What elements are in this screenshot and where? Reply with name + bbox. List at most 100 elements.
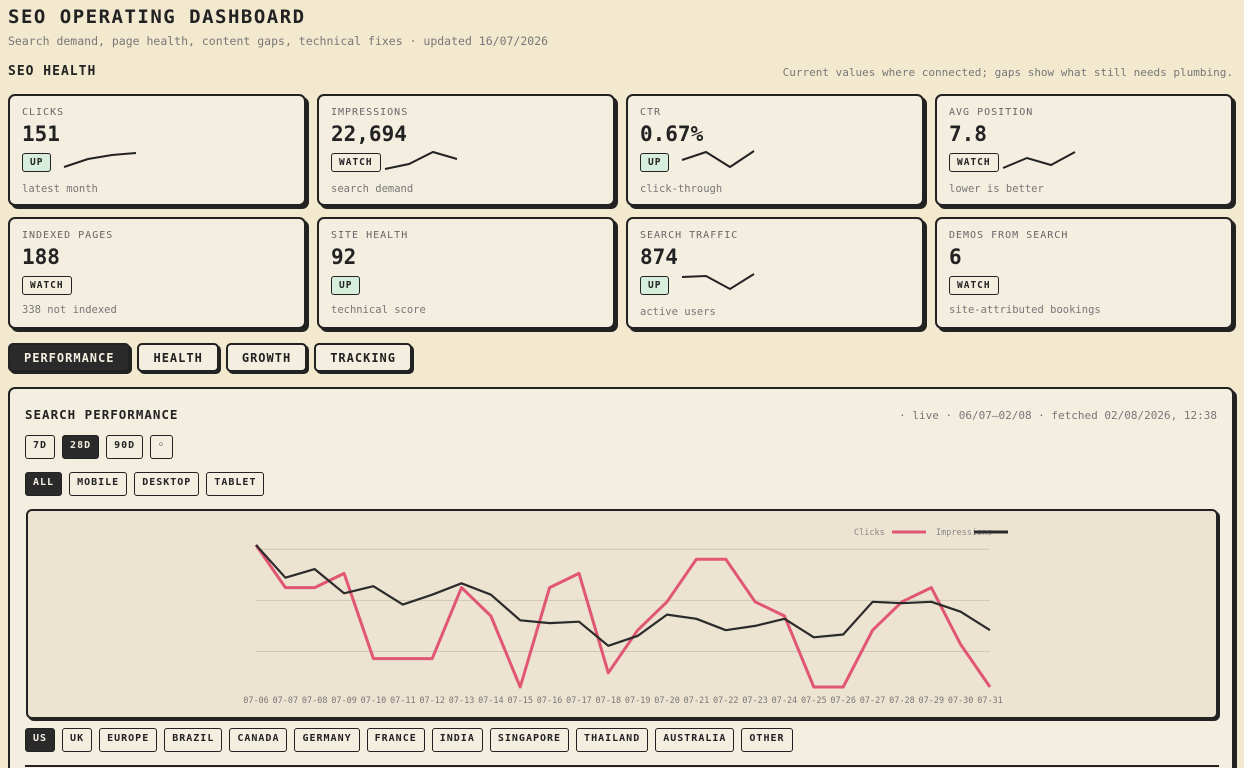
country-brazil-button[interactable]: BRAZIL bbox=[164, 728, 223, 752]
metric-value: 0.67% bbox=[640, 122, 704, 146]
country-australia-button[interactable]: AUSTRALIA bbox=[655, 728, 735, 752]
sparkline-line bbox=[384, 150, 458, 170]
country-us-button[interactable]: US bbox=[25, 728, 56, 752]
status-badge: WATCH bbox=[331, 153, 381, 172]
metric-label: CLICKS bbox=[22, 107, 65, 118]
country-other-button[interactable]: OTHER bbox=[741, 728, 793, 752]
sparkline-line bbox=[63, 152, 137, 168]
x-tick-label: 07-09 bbox=[331, 696, 357, 706]
x-tick-label: 07-24 bbox=[772, 696, 798, 706]
metric-caption: 338 not indexed bbox=[22, 304, 117, 316]
metric-card-clicks: CLICKS 151 UP latest month bbox=[8, 94, 306, 206]
tab-performance[interactable]: PERFORMANCE bbox=[8, 343, 131, 372]
page-title: SEO OPERATING DASHBOARD bbox=[8, 6, 306, 28]
country-europe-button[interactable]: EUROPE bbox=[99, 728, 158, 752]
metric-caption: lower is better bbox=[949, 183, 1044, 195]
metric-card-indexed-pages: INDEXED PAGES 188 WATCH 338 not indexed bbox=[8, 217, 306, 329]
status-badge: UP bbox=[331, 276, 361, 295]
metric-caption: search demand bbox=[331, 183, 414, 195]
search-performance-chart: 07-06 07-07 07-08 07-09 07-10 07-11 07-12 07-13… bbox=[26, 509, 1218, 719]
x-tick-label: 07-23 bbox=[742, 696, 768, 706]
legend-label: Clicks bbox=[854, 528, 885, 538]
series-line-clicks bbox=[254, 544, 992, 689]
range-filter: 7D 28D 90D ◦ bbox=[25, 435, 174, 459]
status-badge: UP bbox=[640, 276, 670, 295]
metric-label: CTR bbox=[640, 107, 662, 118]
sparkline-line bbox=[681, 150, 755, 169]
x-tick-label: 07-25 bbox=[801, 696, 827, 706]
x-tick-label: 07-10 bbox=[361, 696, 387, 706]
x-tick-label: 07-20 bbox=[654, 696, 680, 706]
metric-label: DEMOS FROM SEARCH bbox=[949, 230, 1069, 241]
line-chart-svg: 07-06 07-07 07-08 07-09 07-10 07-11 07-12 07-13… bbox=[243, 528, 1008, 706]
tab-health[interactable]: HEALTH bbox=[137, 343, 219, 372]
device-tablet-button[interactable]: TABLET bbox=[206, 472, 265, 496]
sparkline bbox=[681, 150, 755, 169]
range-custom-button[interactable]: ◦ bbox=[150, 435, 174, 459]
x-tick-label: 07-11 bbox=[390, 696, 416, 706]
metric-value: 7.8 bbox=[949, 122, 987, 146]
metric-label: AVG POSITION bbox=[949, 107, 1034, 118]
x-tick-label: 07-31 bbox=[977, 696, 1003, 706]
x-tick-label: 07-21 bbox=[684, 696, 710, 706]
range-90d-button[interactable]: 90D bbox=[106, 435, 144, 459]
device-mobile-button[interactable]: MOBILE bbox=[69, 472, 128, 496]
tab-tracking[interactable]: TRACKING bbox=[314, 343, 412, 372]
metric-caption: active users bbox=[640, 306, 716, 318]
metric-card-avg-position: AVG POSITION 7.8 WATCH lower is better bbox=[935, 94, 1233, 206]
device-filter: ALL MOBILE DESKTOP TABLET bbox=[25, 472, 265, 496]
metric-value: 188 bbox=[22, 245, 60, 269]
metric-value: 22,694 bbox=[331, 122, 407, 146]
x-tick-label: 07-26 bbox=[830, 696, 856, 706]
range-28d-button[interactable]: 28D bbox=[62, 435, 100, 459]
search-performance-title: SEARCH PERFORMANCE bbox=[25, 407, 179, 422]
country-germany-button[interactable]: GERMANY bbox=[294, 728, 360, 752]
device-all-button[interactable]: ALL bbox=[25, 472, 63, 496]
metric-value: 151 bbox=[22, 122, 60, 146]
metric-card-impressions: IMPRESSIONS 22,694 WATCH search demand bbox=[317, 94, 615, 206]
tab-growth[interactable]: GROWTH bbox=[225, 343, 308, 372]
metric-card-search-traffic: SEARCH TRAFFIC 874 UP active users bbox=[626, 217, 924, 329]
country-uk-button[interactable]: UK bbox=[62, 728, 93, 752]
country-france-button[interactable]: FRANCE bbox=[366, 728, 425, 752]
metric-label: INDEXED PAGES bbox=[22, 230, 114, 241]
x-tick-label: 07-18 bbox=[596, 696, 622, 706]
search-performance-meta: · live · 06/07–02/08 · fetched 02/08/202… bbox=[899, 409, 1217, 422]
country-filter: US UK EUROPE BRAZIL CANADA GERMANY FRANCE INDIA… bbox=[25, 728, 793, 752]
sparkline-line bbox=[681, 273, 755, 291]
country-thailand-button[interactable]: THAILAND bbox=[576, 728, 649, 752]
country-india-button[interactable]: INDIA bbox=[431, 728, 483, 752]
x-tick-label: 07-14 bbox=[478, 696, 504, 706]
status-badge: UP bbox=[22, 153, 52, 172]
x-tick-label: 07-19 bbox=[625, 696, 651, 706]
device-desktop-button[interactable]: DESKTOP bbox=[134, 472, 200, 496]
x-tick-label: 07-16 bbox=[537, 696, 563, 706]
x-tick-label: 07-08 bbox=[302, 696, 328, 706]
x-tick-label: 07-15 bbox=[507, 696, 533, 706]
metric-value: 6 bbox=[949, 245, 962, 269]
sparkline bbox=[63, 152, 137, 168]
search-performance-panel: SEARCH PERFORMANCE · live · 06/07–02/08 … bbox=[8, 387, 1234, 768]
sparkline-line bbox=[1002, 151, 1076, 169]
sparkline bbox=[384, 150, 458, 170]
page-subtitle: Search demand, page health, content gaps… bbox=[8, 34, 549, 48]
country-singapore-button[interactable]: SINGAPORE bbox=[489, 728, 570, 752]
metric-value: 92 bbox=[331, 245, 357, 269]
metric-label: IMPRESSIONS bbox=[331, 107, 409, 118]
range-7d-button[interactable]: 7D bbox=[25, 435, 56, 459]
status-badge: WATCH bbox=[949, 153, 999, 172]
status-badge: UP bbox=[640, 153, 670, 172]
series-line-impressions bbox=[255, 544, 991, 647]
seo-health-title: SEO HEALTH bbox=[8, 64, 97, 79]
x-tick-label: 07-06 bbox=[243, 696, 269, 706]
metric-label: SEARCH TRAFFIC bbox=[640, 230, 739, 241]
metric-value: 874 bbox=[640, 245, 678, 269]
metric-caption: click-through bbox=[640, 183, 723, 195]
x-tick-label: 07-17 bbox=[566, 696, 592, 706]
panel-divider bbox=[25, 765, 1219, 767]
metric-card-demos-from-search: DEMOS FROM SEARCH 6 WATCH site-attributed b… bbox=[935, 217, 1233, 329]
sparkline bbox=[681, 273, 755, 291]
country-canada-button[interactable]: CANADA bbox=[229, 728, 288, 752]
metric-caption: technical score bbox=[331, 304, 426, 316]
x-tick-label: 07-22 bbox=[713, 696, 739, 706]
